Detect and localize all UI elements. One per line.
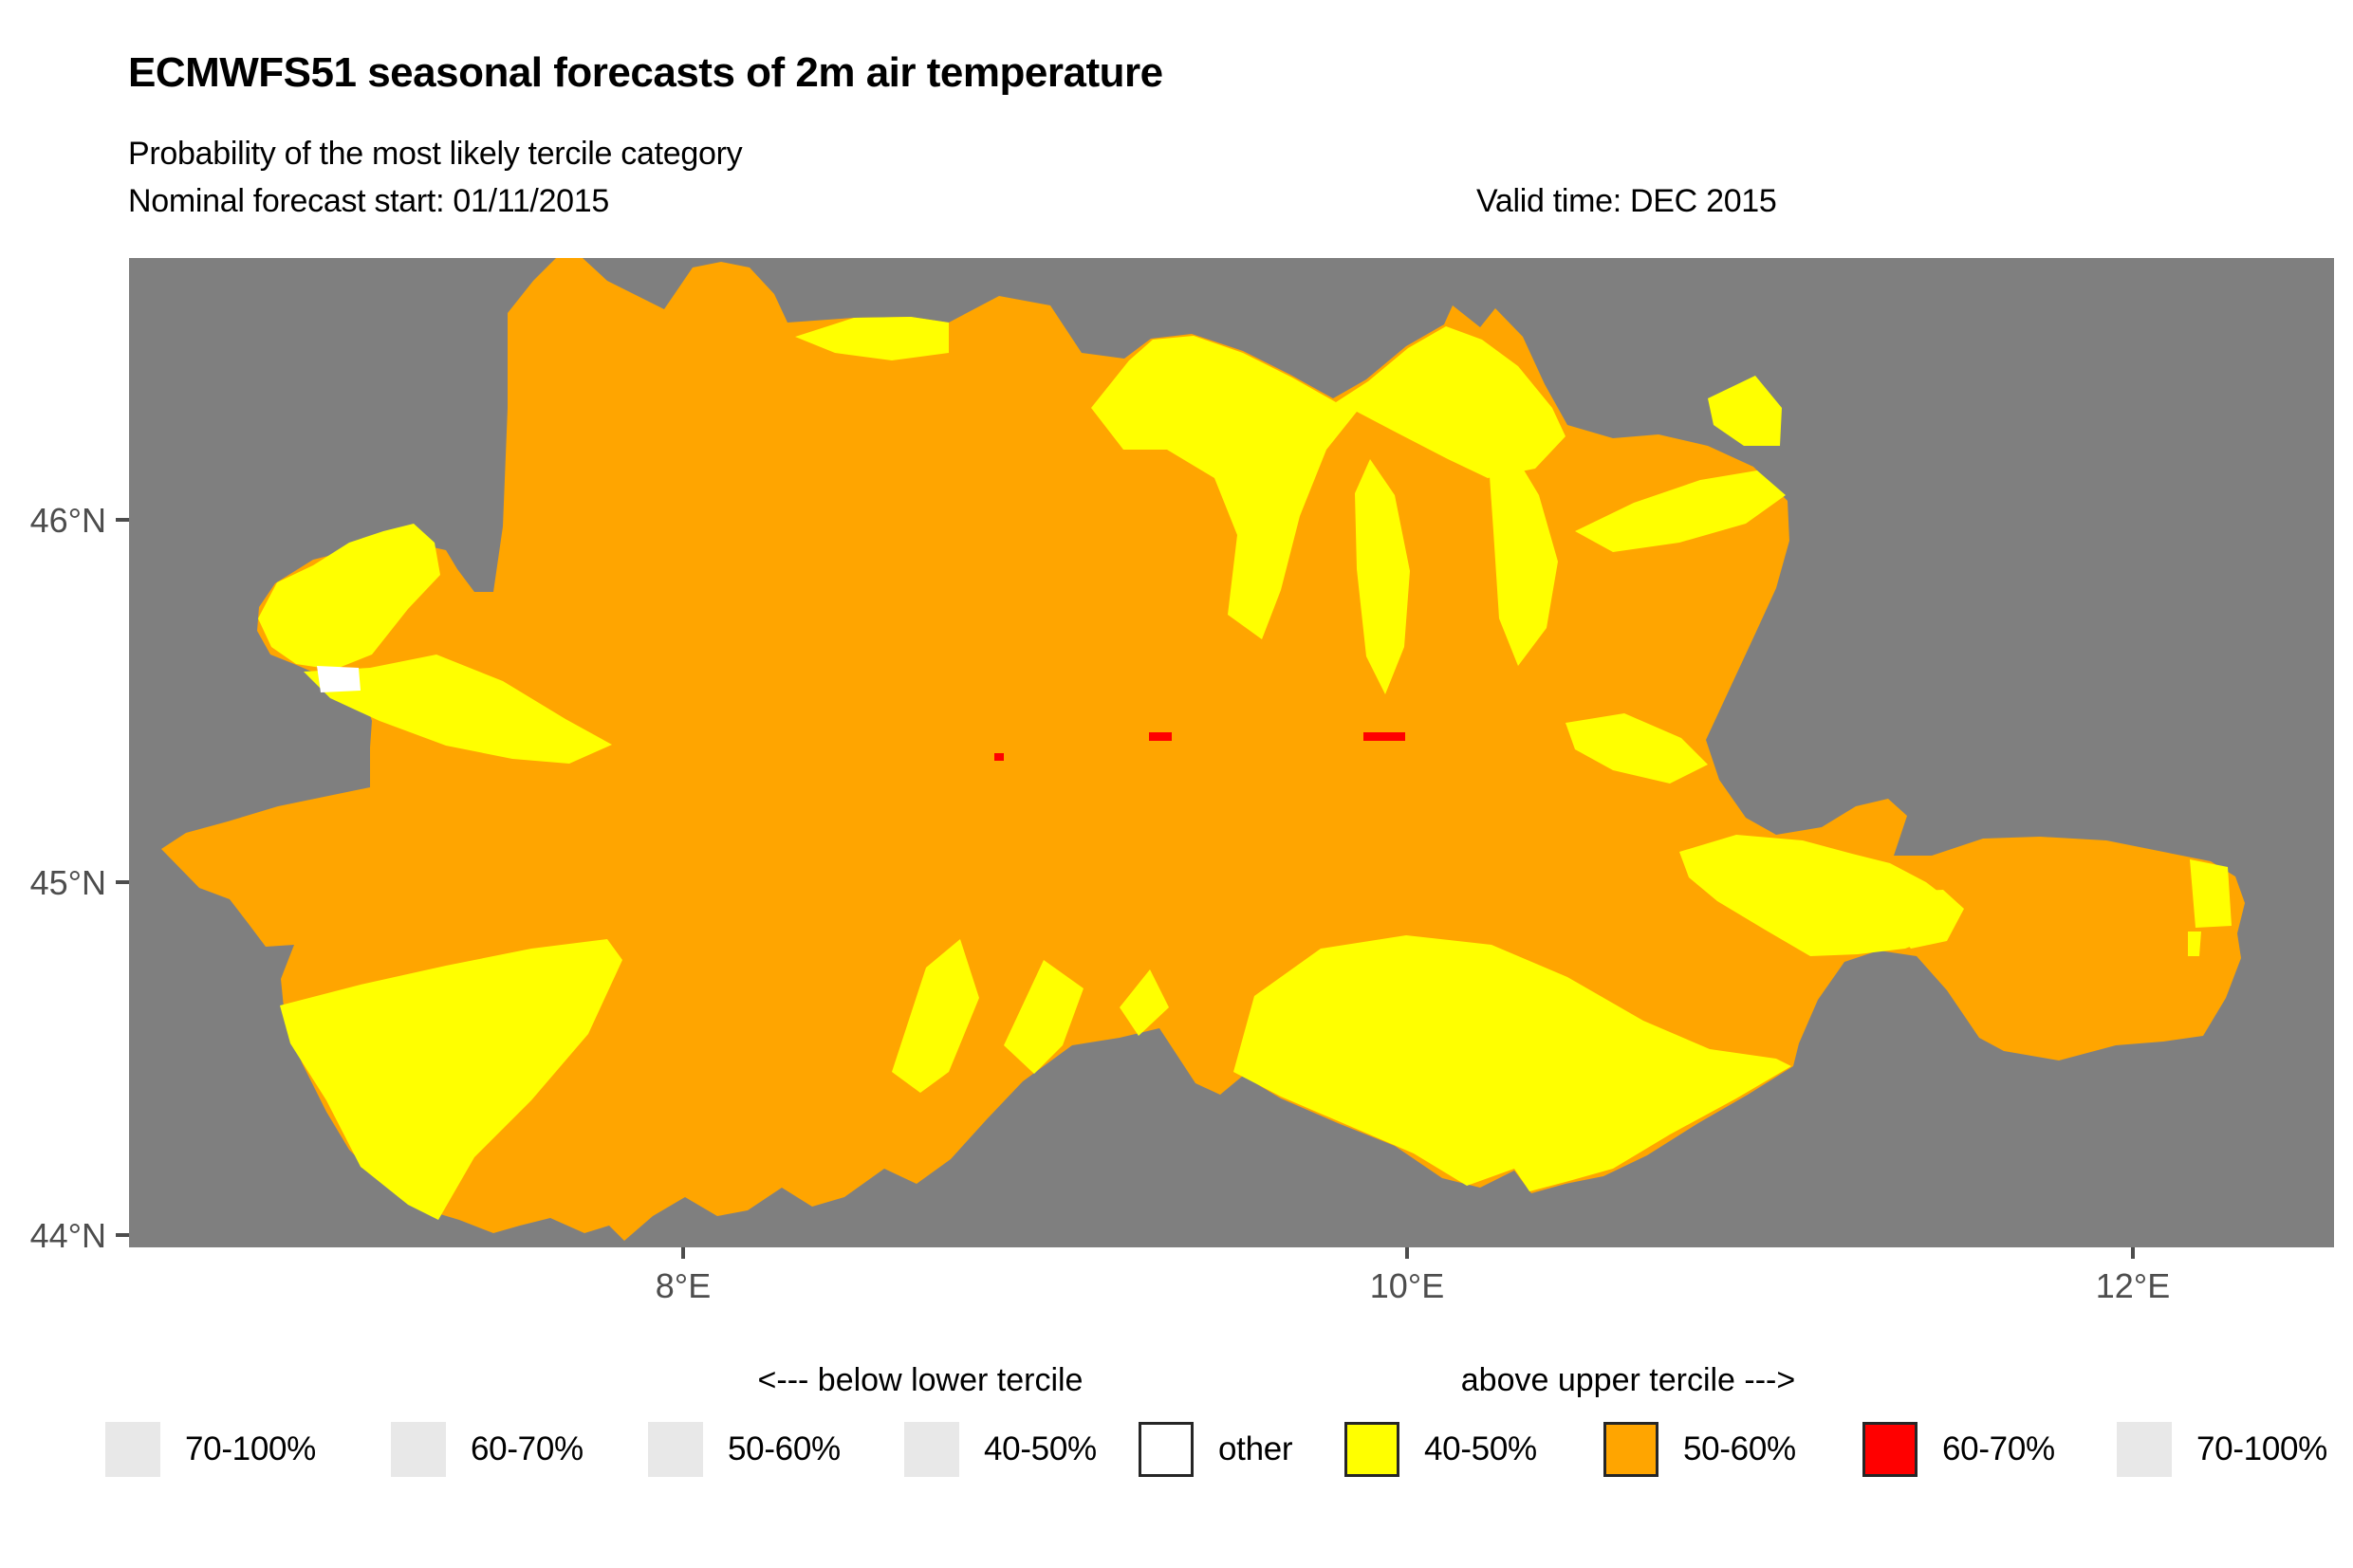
legend-label: 60-70% (471, 1430, 584, 1467)
legend-label: 50-60% (1683, 1430, 1796, 1467)
yellow-valley-strip-east (1490, 448, 1558, 666)
legend-swatch (1603, 1421, 1658, 1477)
legend-header-below-tercile: <--- below lower tercile (757, 1362, 1084, 1398)
yellow-arm-east-block (2190, 859, 2232, 928)
legend-item-above-70-100: 70-100% (2117, 1421, 2327, 1477)
legend-item-above-50-60: 50-60% (1603, 1421, 1796, 1477)
legend-label: 70-100% (185, 1430, 317, 1467)
yellow-arm-east-streak (2188, 932, 2201, 956)
legend-swatch (2117, 1421, 2172, 1477)
legend-item-below-60-70: 60-70% (391, 1421, 584, 1477)
legend-swatch (904, 1421, 959, 1477)
legend-swatch (391, 1421, 446, 1477)
legend-swatch (1139, 1421, 1194, 1477)
legend-label: 50-60% (728, 1430, 841, 1467)
yellow-west-band (304, 655, 612, 764)
valid-time-label: Valid time: DEC 2015 (1476, 183, 1777, 219)
lat-tick-label: 45°N (30, 863, 106, 902)
red-dash-east (1363, 732, 1405, 741)
legend-swatch (648, 1421, 703, 1477)
legend-header-above-tercile: above upper tercile ---> (1460, 1362, 1796, 1398)
yellow-south-wedge-2 (1004, 960, 1084, 1074)
legend-label: 40-50% (984, 1430, 1097, 1467)
yellow-sw-crescent (280, 939, 622, 1220)
yellow-valley-strip-west (1355, 459, 1410, 694)
yellow-south-wedge-1 (892, 939, 979, 1093)
page-title: ECMWFS51 seasonal forecasts of 2m air te… (128, 49, 1163, 96)
map-regions-layer (161, 258, 2245, 1241)
red-dash-west (1149, 732, 1172, 741)
yellow-south-alps-band (1679, 835, 1951, 956)
subtitle: Probability of the most likely tercile c… (128, 136, 743, 172)
forecast-start-label: Nominal forecast start: 01/11/2015 (128, 183, 610, 219)
legend-swatch (1862, 1421, 1918, 1477)
yellow-ne-coast-sliver (1708, 376, 1782, 446)
axis-layer: 46°N 45°N 44°N 8°E 10°E 12°E (30, 501, 2171, 1305)
legend-label: 40-50% (1424, 1430, 1537, 1467)
legend-item-above-60-70: 60-70% (1862, 1421, 2055, 1477)
legend-item-above-40-50: 40-50% (1344, 1421, 1537, 1477)
legend-swatch (1344, 1421, 1399, 1477)
yellow-south-wedge-3 (1120, 969, 1169, 1036)
white-other-patch (317, 666, 361, 692)
lon-tick-label: 8°E (656, 1266, 711, 1305)
legend-label: 70-100% (2196, 1430, 2328, 1467)
legend-item-below-50-60: 50-60% (648, 1421, 841, 1477)
yellow-ne-patch (1091, 326, 1566, 639)
yellow-se-crescent (1233, 935, 1791, 1191)
legend-swatch (105, 1421, 160, 1477)
yellow-arm-west-wedge (1894, 890, 1964, 949)
legend-item-below-70-100: 70-100% (105, 1421, 316, 1477)
red-spot-small (994, 753, 1004, 761)
legend-item-other: other (1139, 1421, 1293, 1477)
lat-tick-label: 46°N (30, 501, 106, 540)
lon-tick-label: 12°E (2096, 1266, 2170, 1305)
yellow-west-lobe (258, 524, 440, 670)
yellow-neck-pocket (1566, 713, 1708, 784)
legend-label: other (1218, 1430, 1293, 1467)
yellow-ne-inner-band (1575, 470, 1786, 552)
yellow-top-strip (795, 317, 949, 360)
lat-tick-label: 44°N (30, 1216, 106, 1255)
legend-item-below-40-50: 40-50% (904, 1421, 1097, 1477)
legend-label: 60-70% (1942, 1430, 2055, 1467)
lon-tick-label: 10°E (1370, 1266, 1444, 1305)
